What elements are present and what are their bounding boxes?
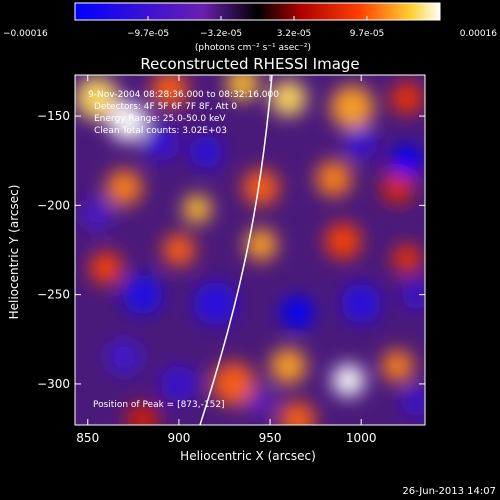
intensity-blob <box>280 296 314 329</box>
y-tick-label: −300 <box>37 377 70 391</box>
intensity-blob <box>107 101 148 142</box>
intensity-blob <box>246 387 276 417</box>
x-axis-ticks: 850 900 950 1000 <box>76 75 376 445</box>
intensity-blob <box>142 124 179 162</box>
intensity-blob <box>244 228 278 262</box>
solar-limb <box>199 75 273 425</box>
annotation-energy-range: Energy Range: 25.0-50.0 keV <box>94 114 226 124</box>
intensity-blob <box>392 244 422 274</box>
x-axis-label: Heliocentric X (arcsec) <box>180 449 316 463</box>
x-tick-label: 1000 <box>346 431 377 445</box>
colorbar-tick-label: −0.00016 <box>3 29 48 39</box>
intensity-blob <box>344 126 378 160</box>
intensity-blob <box>160 365 198 403</box>
intensity-blob <box>226 75 260 101</box>
colorbar-tick-label: 0.00016 <box>460 29 497 39</box>
intensity-blob <box>341 283 382 324</box>
intensity-blob <box>242 169 280 206</box>
footer-timestamp: 26-Jun-2013 14:07 <box>402 486 496 497</box>
intensity-map <box>75 75 425 425</box>
intensity-blob <box>126 403 159 425</box>
intensity-blob <box>315 160 353 197</box>
intensity-blob <box>270 79 307 117</box>
intensity-blob <box>193 281 238 326</box>
y-tick-label: −250 <box>37 288 70 302</box>
colorbar <box>74 2 441 21</box>
intensity-blob <box>279 401 316 425</box>
intensity-blob <box>89 251 123 285</box>
x-tick-label: 850 <box>76 431 99 445</box>
intensity-blob <box>151 75 189 108</box>
intensity-blob <box>105 338 143 376</box>
colorbar-ticks <box>74 16 441 20</box>
intensity-blob <box>80 197 114 231</box>
y-axis-ticks: −150 −200 −250 −300 <box>37 109 425 391</box>
x-tick-label: 900 <box>167 431 190 445</box>
intensity-blob <box>122 274 163 315</box>
intensity-blob <box>381 171 415 204</box>
intensity-blob <box>211 362 256 406</box>
intensity-blob <box>390 81 424 115</box>
colorbar-unit: (photons cm⁻² s⁻¹ asec⁻²) <box>195 43 311 53</box>
intensity-blob <box>381 349 415 383</box>
intensity-blob <box>401 387 425 417</box>
colorbar-tick-labels: −0.00016 −9.7e-05 −3.2e-05 3.2e-05 9.7e-05 0.… <box>3 29 497 39</box>
intensity-blob <box>330 85 374 130</box>
intensity-blob <box>390 144 424 178</box>
y-tick-label: −200 <box>37 198 70 212</box>
annotation-time-range: 9-Nov-2004 08:28:36.000 to 08:32:16.000 <box>88 90 279 100</box>
annotation-clean-counts: Clean Total counts: 3.02E+03 <box>94 126 227 136</box>
intensity-blob <box>162 233 196 267</box>
annotation-detectors: Detectors: 4F 5F 6F 7F 8F, Att 0 <box>94 102 237 112</box>
intensity-blob <box>75 76 119 121</box>
intensity-blob <box>189 135 223 169</box>
peak-position-label: Position of Peak = [873,-152] <box>93 400 225 410</box>
y-tick-label: −150 <box>37 109 70 123</box>
intensity-blob <box>324 222 362 260</box>
intensity-blob <box>401 280 425 310</box>
colorbar-tick-label: 9.7e-05 <box>350 29 385 39</box>
intensity-blob <box>332 363 365 397</box>
intensity-blob <box>270 347 307 385</box>
plot-frame <box>74 74 426 426</box>
chart-title: Reconstructed RHESSI Image <box>140 55 359 73</box>
colorbar-tick-label: −3.2e-05 <box>200 29 242 39</box>
colorbar-tick-label: 3.2e-05 <box>277 29 312 39</box>
intensity-blob <box>105 169 143 206</box>
y-axis-label: Heliocentric Y (arcsec) <box>7 185 21 320</box>
intensity-blob <box>182 194 212 224</box>
x-tick-label: 950 <box>259 431 282 445</box>
colorbar-tick-label: −9.7e-05 <box>127 29 169 39</box>
